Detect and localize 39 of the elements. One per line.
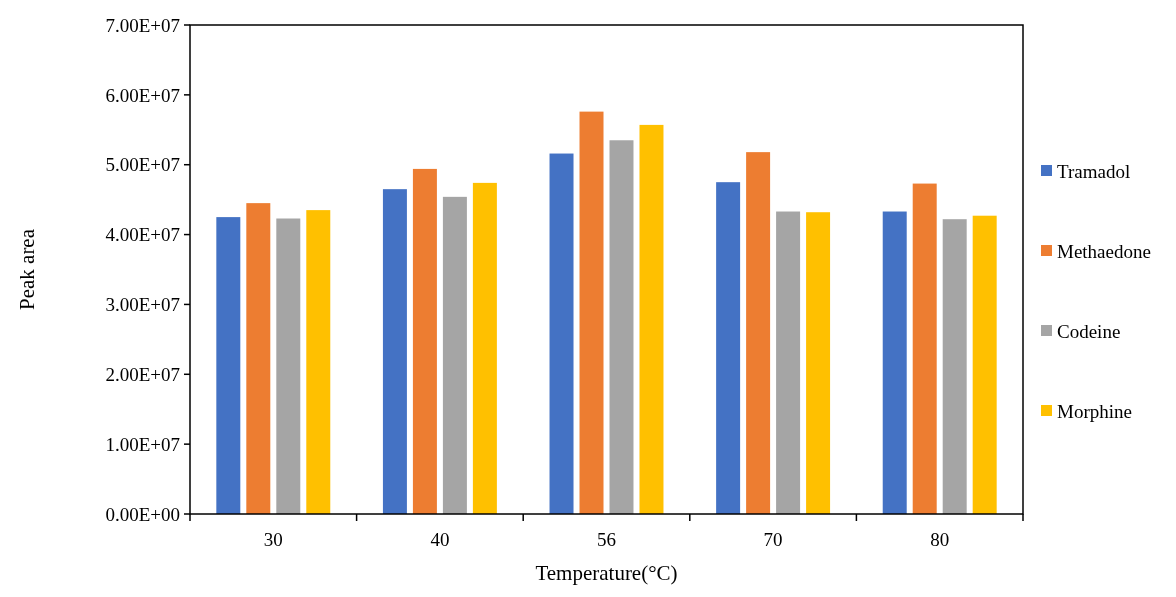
bar (912, 183, 937, 514)
bar (942, 219, 967, 514)
legend-label: Morphine (1057, 400, 1132, 422)
x-tick-label: 80 (930, 529, 950, 550)
bar (216, 217, 241, 514)
bar (806, 212, 831, 514)
y-tick-label: 0.00E+00 (105, 503, 180, 525)
x-tick-label: 70 (763, 529, 783, 550)
bar (412, 168, 437, 514)
x-tick-label: 30 (263, 529, 283, 550)
x-tick-label: 56 (597, 529, 616, 550)
y-tick-label: 5.00E+07 (105, 154, 180, 176)
legend-label: Codeine (1057, 320, 1121, 342)
bar (472, 182, 497, 514)
bar (746, 152, 771, 514)
bar (276, 218, 301, 514)
bar (639, 124, 664, 514)
bar (776, 211, 801, 514)
bar (972, 215, 997, 514)
bar (549, 153, 574, 514)
bar (306, 210, 331, 514)
x-axis-title: Temperature(°C) (535, 561, 678, 585)
bar (382, 189, 407, 514)
x-tick-label: 40 (430, 529, 450, 550)
bar (442, 196, 467, 514)
y-tick-label: 2.00E+07 (105, 363, 180, 385)
bar (246, 203, 271, 514)
y-tick-label: 7.00E+07 (105, 14, 180, 36)
legend-label: Tramadol (1057, 160, 1131, 182)
y-axis-title: Peak area (15, 228, 39, 311)
bar (716, 182, 741, 514)
y-tick-label: 4.00E+07 (105, 224, 180, 246)
legend-label: Methaedone (1057, 240, 1151, 262)
bar (609, 140, 634, 514)
y-tick-label: 6.00E+07 (105, 84, 180, 106)
bar (882, 211, 907, 514)
y-tick-label: 1.00E+07 (105, 433, 180, 455)
y-tick-label: 3.00E+07 (105, 294, 180, 316)
bar (579, 111, 604, 514)
